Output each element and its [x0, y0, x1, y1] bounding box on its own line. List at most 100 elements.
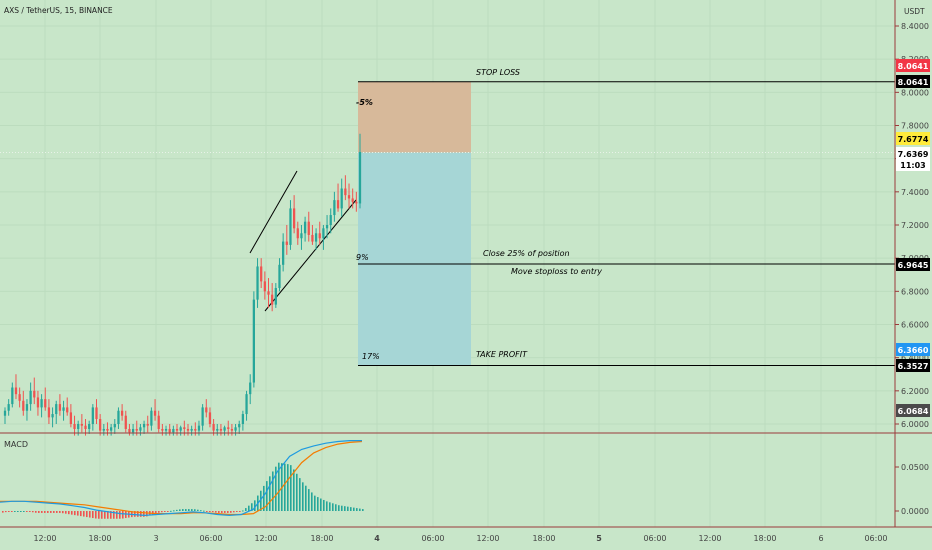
candle-body	[292, 208, 296, 229]
macd-histogram-bar	[191, 509, 193, 511]
macd-histogram-bar	[311, 492, 313, 511]
candle-body	[186, 428, 190, 431]
price-badges: 8.0641 8.0641 7.6774 7.6369 11:03 6.9645 6.366…	[896, 59, 930, 417]
macd-histogram-bar	[59, 511, 61, 513]
candle-body	[219, 428, 223, 431]
macd-histogram-bar	[302, 482, 304, 511]
price-badge	[896, 343, 930, 356]
macd-histogram-bar	[251, 503, 253, 511]
macd-histogram-bar	[86, 511, 88, 518]
macd-histogram-bar	[197, 509, 199, 511]
macd-histogram-bar	[107, 511, 109, 519]
macd-histogram-bar	[113, 511, 115, 519]
time-axis[interactable]: 12:00 18:00 3 06:00 12:00 18:00 4 06:00 12:00 18:…	[33, 534, 887, 543]
price-badge	[896, 158, 930, 171]
candle-body	[14, 387, 18, 395]
stop-loss-zone[interactable]	[358, 81, 471, 153]
candle-body	[263, 281, 266, 292]
macd-histogram-bar	[236, 511, 238, 512]
macd-histogram-bar	[356, 508, 358, 511]
macd-histogram-bar	[47, 511, 49, 513]
candle-body	[208, 412, 212, 424]
candle-body	[256, 266, 259, 300]
macd-histogram-bar	[167, 511, 169, 512]
macd-histogram-bar	[53, 511, 55, 513]
candle-body	[249, 382, 252, 395]
macd-histogram-bar	[248, 505, 250, 511]
time-tick-label: 18:00	[310, 534, 333, 543]
channel-upper-line[interactable]	[249, 170, 298, 254]
price-badge	[896, 359, 930, 372]
candle-body	[175, 428, 179, 431]
channel-lower-line[interactable]	[264, 199, 357, 312]
candle-body	[322, 228, 325, 239]
macd-histogram-bar	[137, 511, 139, 517]
candle-body	[194, 428, 197, 431]
macd-histogram-bar	[242, 510, 244, 512]
price-badge	[896, 75, 930, 88]
macd-histogram-bar	[332, 503, 334, 511]
macd-histogram-bar	[326, 501, 328, 511]
macd-histogram-bar	[362, 509, 364, 511]
price-tick-label: 7.8000	[901, 122, 929, 131]
candle-body	[135, 428, 138, 431]
candle-body	[99, 419, 102, 431]
candle-body	[157, 415, 160, 429]
macd-histogram-bar	[38, 511, 40, 513]
macd-histogram-bar	[347, 506, 349, 511]
price-badge-label: 8.0641	[898, 62, 929, 71]
candle-body	[131, 428, 135, 433]
macd-histogram-bar	[20, 511, 22, 512]
macd-histogram-bar	[35, 511, 37, 513]
candle-body	[314, 233, 318, 242]
candle-body	[113, 424, 116, 428]
candle-body	[307, 221, 310, 235]
macd-axis[interactable]: 0.0500 0.0000	[895, 463, 929, 516]
macd-histogram-bar	[68, 511, 70, 515]
macd-histogram-bar	[278, 462, 280, 511]
macd-histogram-bar	[116, 511, 118, 519]
candle-body	[311, 234, 314, 242]
macd-histogram-bar	[56, 511, 58, 513]
candle-body	[73, 424, 76, 429]
macd-histogram-bar	[101, 511, 103, 519]
candle-body	[241, 414, 245, 424]
candle-body	[120, 410, 124, 416]
candle-body	[29, 390, 32, 405]
candle-body	[11, 387, 14, 405]
price-badge-label: 7.6369	[898, 150, 929, 159]
candle-body	[88, 424, 91, 429]
price-tick-label: 8.4000	[901, 22, 929, 31]
candle-body	[25, 404, 29, 411]
time-tick-label: 12:00	[476, 534, 499, 543]
price-tick-label: 6.6000	[901, 321, 929, 330]
macd-histogram-bar	[293, 469, 295, 511]
candle-body	[153, 410, 157, 416]
macd-histogram-bar	[182, 509, 184, 511]
candle-body	[271, 294, 274, 305]
candle-body	[47, 407, 51, 418]
candle-body	[161, 428, 164, 431]
macd-histogram-bar	[260, 490, 262, 511]
macd-histogram-bar	[263, 485, 265, 511]
macd-histogram-bar	[290, 465, 292, 511]
macd-histogram-bar	[92, 511, 94, 519]
candle-body	[146, 424, 149, 426]
macd-histogram-bar	[269, 476, 271, 511]
candle-body	[142, 424, 146, 428]
macd-histogram-bar	[32, 511, 34, 513]
candle-body	[58, 404, 62, 411]
macd-histogram-bar	[227, 511, 229, 513]
candle-body	[150, 410, 153, 426]
candle-body	[22, 400, 25, 411]
take-profit-zone[interactable]	[358, 152, 471, 366]
candle-body	[336, 200, 340, 209]
take-profit-label: TAKE PROFIT	[476, 350, 528, 359]
macd-histogram-bar	[62, 511, 64, 514]
candle-body	[66, 407, 69, 413]
candle-body	[84, 425, 87, 429]
macd-histogram-bar	[344, 506, 346, 511]
macd-histogram-bar	[254, 500, 256, 511]
